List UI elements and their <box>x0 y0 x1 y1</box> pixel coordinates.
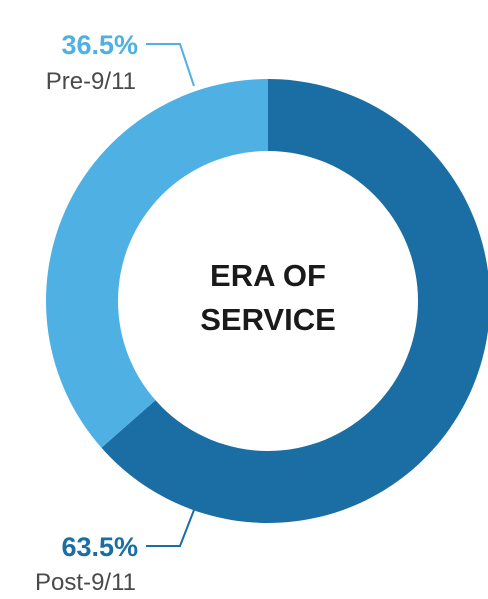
post-911-category-label: Post-9/11 <box>35 569 136 596</box>
post-911-value-label: 63.5% <box>61 532 138 562</box>
chart-title-line-2: SERVICE <box>200 302 336 337</box>
pre-911-category-label: Pre-9/11 <box>46 68 136 95</box>
post-911-leader-line <box>146 509 195 547</box>
pre-911-value-label: 36.5% <box>61 30 138 60</box>
chart-title-line-1: ERA OF <box>210 258 326 293</box>
donut-hole <box>118 151 418 451</box>
pre-911-leader-line <box>146 43 195 87</box>
